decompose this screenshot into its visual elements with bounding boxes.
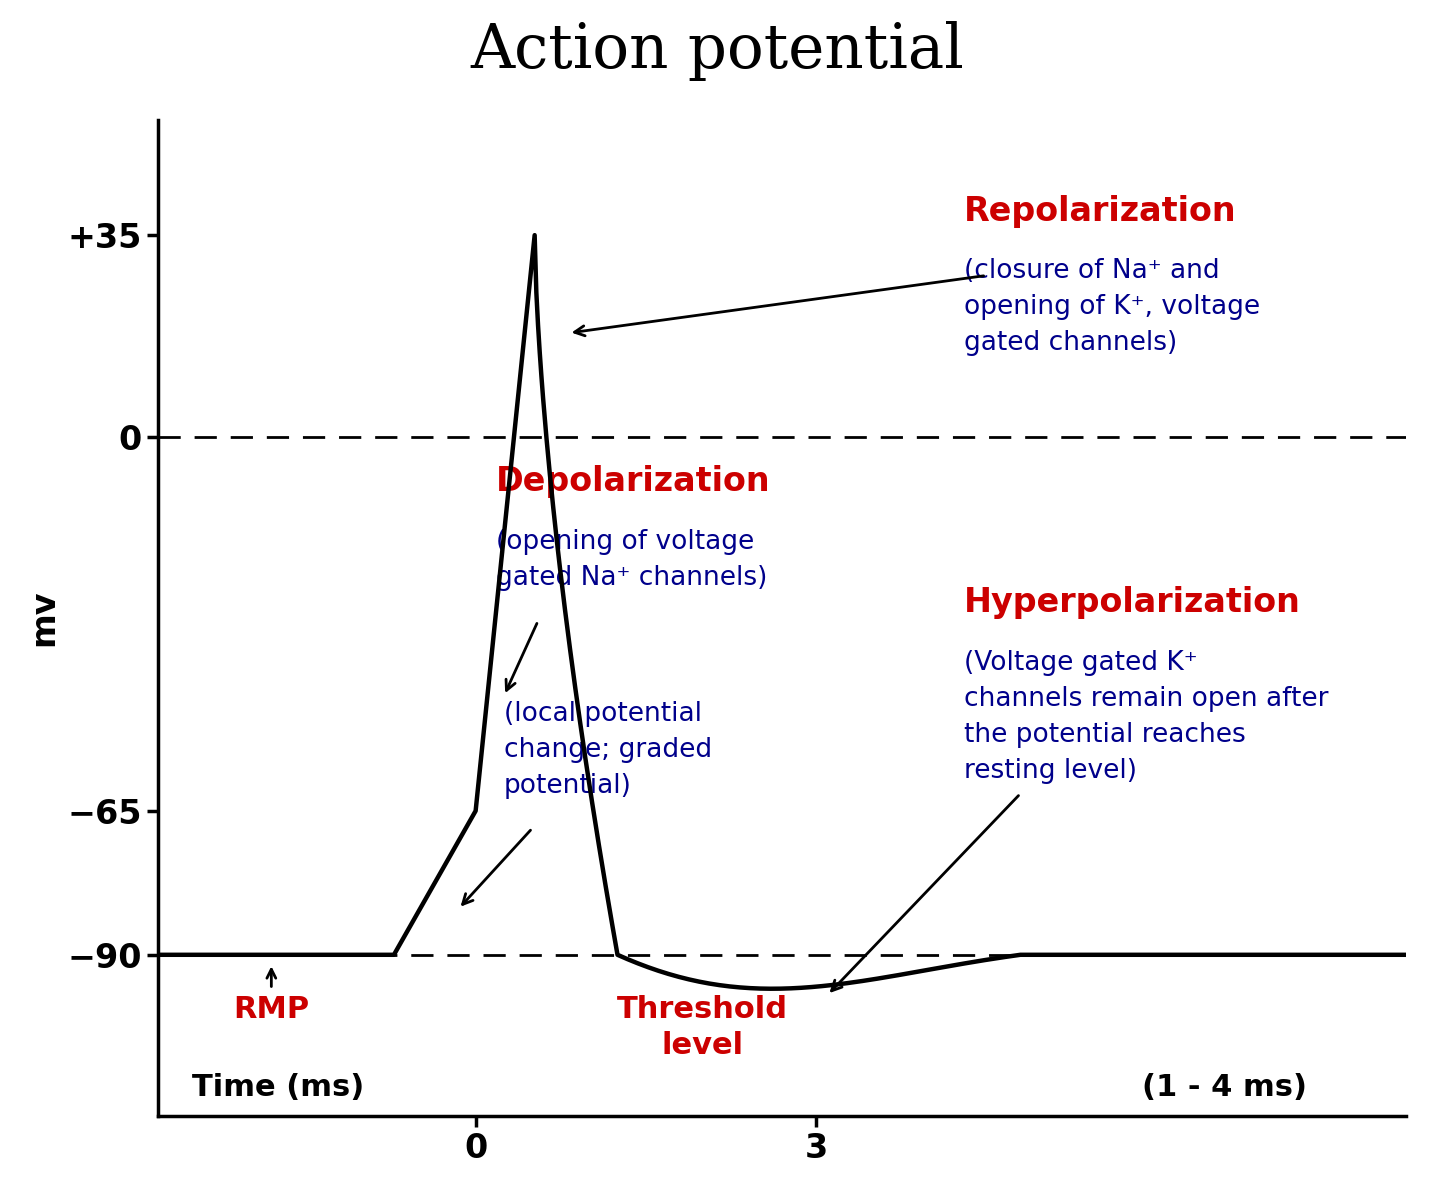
Text: (Voltage gated K⁺
channels remain open after
the potential reaches
resting level: (Voltage gated K⁺ channels remain open a… [964,649,1329,784]
Text: (local potential
change; graded
potential): (local potential change; graded potentia… [504,702,712,799]
Text: Time (ms): Time (ms) [192,1073,364,1102]
Text: Hyperpolarization: Hyperpolarization [964,587,1300,619]
Text: (opening of voltage
gated Na⁺ channels): (opening of voltage gated Na⁺ channels) [497,529,768,590]
Text: (closure of Na⁺ and
opening of K⁺, voltage
gated channels): (closure of Na⁺ and opening of K⁺, volta… [964,258,1260,356]
Text: RMP: RMP [234,995,310,1024]
Text: Threshold
level: Threshold level [617,995,788,1060]
Text: Repolarization: Repolarization [964,194,1237,228]
Text: Depolarization: Depolarization [497,466,771,498]
Text: (1 - 4 ms): (1 - 4 ms) [1142,1073,1307,1102]
Y-axis label: mv: mv [27,589,60,647]
Text: Action potential: Action potential [471,22,964,80]
